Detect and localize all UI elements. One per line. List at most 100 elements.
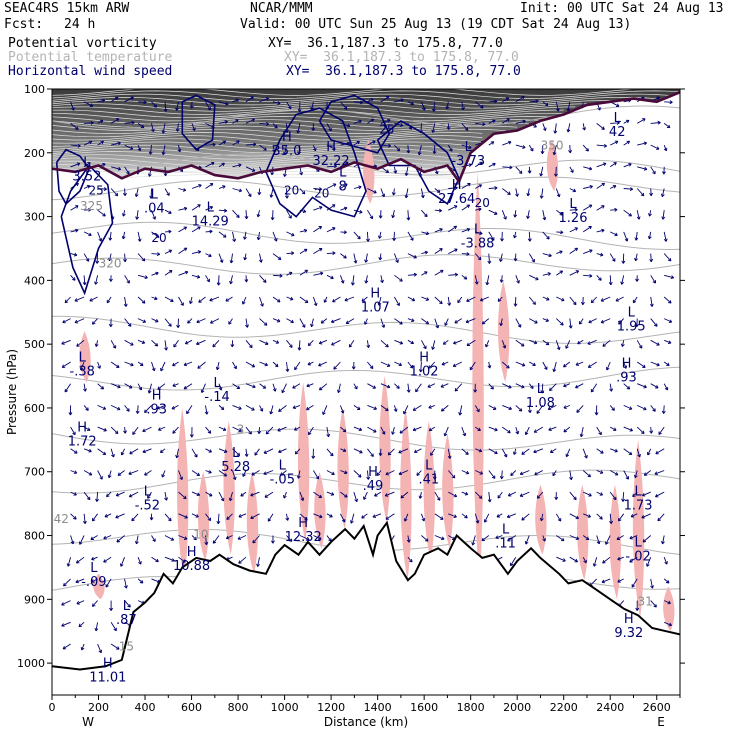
wind-vector-head: [74, 319, 79, 324]
wind-vector: [379, 448, 382, 456]
wind-vector-head: [340, 410, 345, 414]
wind-vector-head: [163, 172, 168, 177]
wind-vector-head: [527, 170, 532, 174]
wind-vector: [542, 535, 546, 542]
wind-vector: [122, 210, 126, 217]
wind-vector-head: [164, 497, 169, 501]
wind-vector: [488, 209, 498, 215]
wind-vector: [191, 513, 199, 518]
strat-theta-line: [52, 135, 483, 144]
wind-vector-head: [211, 125, 215, 129]
wind-vector-head: [229, 280, 233, 285]
wind-vector: [421, 296, 429, 301]
wind-vector: [466, 296, 476, 302]
wind-vector-head: [373, 406, 377, 410]
plot-frame: [51, 88, 681, 696]
wind-vector-head: [356, 140, 361, 145]
wind-vector-head: [193, 536, 197, 541]
wind-vector: [205, 230, 213, 233]
wind-vector: [609, 491, 617, 500]
wind-vector-head: [409, 365, 414, 369]
wind-vector-head: [68, 412, 73, 416]
wind-vector-head: [332, 227, 336, 231]
wind-vector: [393, 253, 399, 263]
wind-vector-head: [154, 342, 159, 347]
wind-vector: [655, 491, 665, 498]
wind-vector: [528, 296, 536, 305]
wind-vector-head: [346, 123, 351, 128]
wind-vector-head: [620, 343, 625, 347]
wind-vector: [542, 123, 547, 131]
wind-vector: [83, 405, 89, 411]
wind-vector-head: [652, 170, 656, 175]
wind-vector-head: [624, 238, 629, 242]
extremum-value: -.02: [625, 549, 650, 564]
wind-vector: [91, 556, 98, 561]
wind-vector-head: [396, 302, 400, 306]
wind-vector: [137, 339, 145, 344]
wind-vector: [205, 162, 215, 168]
wind-vector: [326, 448, 334, 457]
wind-vector: [172, 426, 179, 434]
wind-vector-head: [563, 363, 567, 368]
wind-vector: [394, 318, 403, 325]
wind-vector-head: [609, 388, 614, 392]
wind-vector: [129, 491, 139, 498]
wind-vector-head: [380, 279, 384, 284]
wind-vector: [176, 123, 179, 132]
extremum-value: 1.07: [361, 301, 390, 316]
wind-vector-head: [78, 623, 82, 628]
wind-vector-head: [519, 493, 524, 498]
wind-vector: [380, 119, 391, 124]
wind-vector-head: [244, 453, 249, 457]
wind-vector-head: [332, 251, 336, 256]
wind-vector: [191, 123, 196, 131]
wind-vector: [525, 535, 530, 545]
wind-vector: [488, 383, 494, 390]
wind-vector-head: [487, 260, 492, 264]
wind-vector: [232, 209, 240, 218]
wind-vector: [542, 101, 549, 106]
wind-vector: [124, 296, 127, 307]
wind-vector-head: [502, 345, 507, 349]
wind-vector-head: [209, 297, 213, 302]
wind-vector-head: [121, 235, 126, 240]
wind-vector-head: [634, 257, 638, 262]
wind-vector: [353, 231, 361, 240]
wind-vector: [579, 318, 584, 325]
wind-vector: [178, 470, 183, 480]
wind-vector-head: [411, 297, 416, 302]
wind-vector: [353, 491, 358, 502]
wind-vector-head: [583, 559, 587, 564]
wind-vector: [380, 275, 383, 283]
wind-vector-head: [370, 98, 374, 102]
wind-vector-head: [72, 277, 76, 281]
wind-vector: [136, 210, 139, 220]
wind-vector: [637, 142, 647, 146]
wind-vector: [91, 578, 98, 583]
wind-vector: [648, 231, 652, 239]
wind-vector: [650, 188, 652, 196]
wind-vector-head: [348, 344, 353, 348]
wind-vector: [244, 231, 247, 240]
wind-vector: [484, 513, 490, 523]
wind-vector: [361, 513, 368, 519]
wind-vector-head: [452, 363, 457, 368]
wind-vector-head: [479, 231, 483, 236]
wind-vector: [655, 448, 665, 455]
wind-vector: [374, 491, 382, 497]
wind-vector-head: [600, 450, 604, 454]
wind-vector-head: [632, 493, 636, 498]
wind-vector-head: [555, 108, 560, 112]
wind-vector: [589, 578, 598, 587]
wind-vector: [137, 296, 146, 304]
wind-vector: [218, 275, 220, 286]
wind-vector-head: [108, 323, 113, 328]
wind-vector: [527, 188, 530, 196]
wind-vector: [529, 274, 539, 281]
wind-vector: [162, 123, 166, 134]
wind-vector: [663, 383, 668, 391]
wind-vector: [97, 231, 102, 242]
wind-vector-head: [499, 279, 504, 283]
wind-vector-head: [431, 346, 435, 350]
